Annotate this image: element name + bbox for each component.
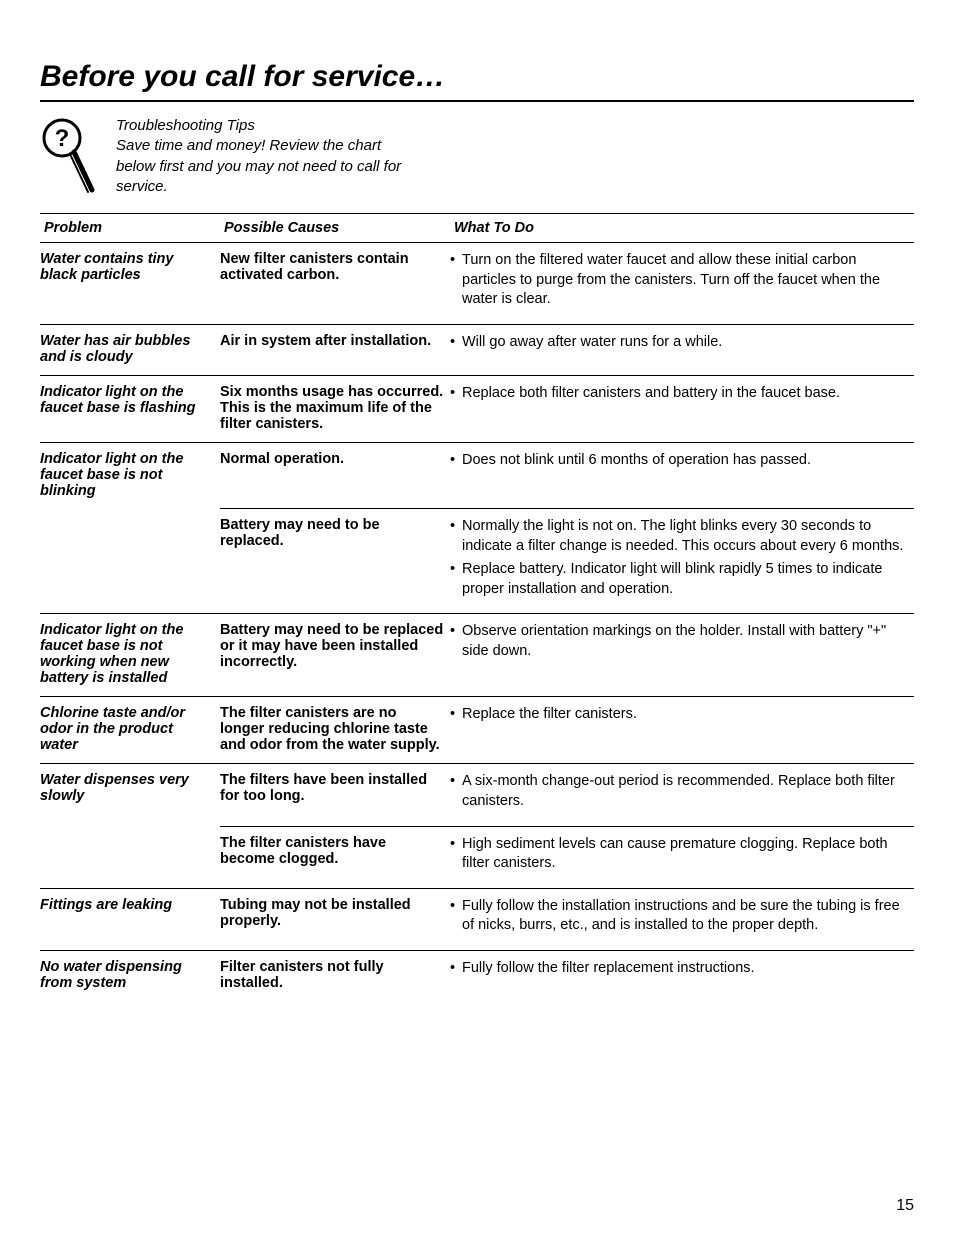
table-body: Water contains tiny black particlesNew f… [40, 243, 914, 1001]
cell-cause: Filter canisters not fully installed. [220, 950, 450, 1001]
action-list: Will go away after water runs for a whil… [450, 333, 908, 353]
svg-text:?: ? [55, 125, 70, 152]
action-item: Replace battery. Indicator light will bl… [450, 560, 908, 599]
troubleshooting-table: Problem Possible Causes What To Do Water… [40, 213, 914, 1001]
cell-cause: Battery may need to be replaced. [220, 509, 450, 614]
cell-problem [40, 509, 220, 614]
action-item: Does not blink until 6 months of operati… [450, 451, 908, 471]
action-list: Replace the filter canisters. [450, 705, 908, 725]
action-list: Fully follow the filter replacement inst… [450, 959, 908, 979]
cell-action: A six-month change-out period is recomme… [450, 764, 914, 826]
cell-action: Will go away after water runs for a whil… [450, 324, 914, 375]
table-row: Water dispenses very slowlyThe filters h… [40, 764, 914, 826]
cell-problem: Chlorine taste and/or odor in the produc… [40, 697, 220, 764]
action-list: Fully follow the installation instructio… [450, 897, 908, 936]
table-row: Indicator light on the faucet base is no… [40, 442, 914, 509]
cell-cause: Air in system after installation. [220, 324, 450, 375]
action-item: Normally the light is not on. The light … [450, 517, 908, 556]
cell-action: Turn on the filtered water faucet and al… [450, 243, 914, 325]
cell-problem: Indicator light on the faucet base is no… [40, 442, 220, 509]
cell-cause: Tubing may not be installed properly. [220, 888, 450, 950]
cell-problem: No water dispensing from system [40, 950, 220, 1001]
cell-problem: Water contains tiny black particles [40, 243, 220, 325]
action-item: Fully follow the installation instructio… [450, 897, 908, 936]
action-item: High sediment levels can cause premature… [450, 835, 908, 874]
cell-problem: Fittings are leaking [40, 888, 220, 950]
action-item: Turn on the filtered water faucet and al… [450, 251, 908, 310]
table-row: Water contains tiny black particlesNew f… [40, 243, 914, 325]
col-header-problem: Problem [40, 214, 220, 243]
intro-text: Troubleshooting Tips Save time and money… [116, 116, 416, 197]
intro-block: ? Troubleshooting Tips Save time and mon… [40, 116, 914, 197]
cell-action: Observe orientation markings on the hold… [450, 614, 914, 697]
col-header-cause: Possible Causes [220, 214, 450, 243]
cell-action: Replace the filter canisters. [450, 697, 914, 764]
cell-cause: The filter canisters have become clogged… [220, 826, 450, 888]
cell-cause: New filter canisters contain activated c… [220, 243, 450, 325]
action-list: Observe orientation markings on the hold… [450, 622, 908, 661]
table-row: Indicator light on the faucet base is fl… [40, 375, 914, 442]
cell-problem: Water dispenses very slowly [40, 764, 220, 826]
table-row: Water has air bubbles and is cloudyAir i… [40, 324, 914, 375]
action-list: Normally the light is not on. The light … [450, 517, 908, 599]
table-row: Indicator light on the faucet base is no… [40, 614, 914, 697]
cell-cause: The filters have been installed for too … [220, 764, 450, 826]
action-item: Observe orientation markings on the hold… [450, 622, 908, 661]
page-title: Before you call for service… [40, 60, 914, 102]
action-list: Does not blink until 6 months of operati… [450, 451, 908, 471]
cell-cause: Six months usage has occurred. This is t… [220, 375, 450, 442]
cell-action: Does not blink until 6 months of operati… [450, 442, 914, 509]
cell-action: Replace both filter canisters and batter… [450, 375, 914, 442]
intro-heading: Troubleshooting Tips [116, 116, 416, 136]
cell-cause: The filter canisters are no longer reduc… [220, 697, 450, 764]
table-row: No water dispensing from systemFilter ca… [40, 950, 914, 1001]
cell-problem: Water has air bubbles and is cloudy [40, 324, 220, 375]
magnifier-question-icon: ? [40, 116, 96, 196]
action-item: Replace both filter canisters and batter… [450, 384, 908, 404]
cell-cause: Battery may need to be replaced or it ma… [220, 614, 450, 697]
table-row: The filter canisters have become clogged… [40, 826, 914, 888]
action-list: High sediment levels can cause premature… [450, 835, 908, 874]
cell-action: Normally the light is not on. The light … [450, 509, 914, 614]
cell-action: Fully follow the filter replacement inst… [450, 950, 914, 1001]
table-row: Chlorine taste and/or odor in the produc… [40, 697, 914, 764]
table-row: Fittings are leakingTubing may not be in… [40, 888, 914, 950]
action-list: A six-month change-out period is recomme… [450, 772, 908, 811]
cell-cause: Normal operation. [220, 442, 450, 509]
action-item: Replace the filter canisters. [450, 705, 908, 725]
cell-action: Fully follow the installation instructio… [450, 888, 914, 950]
table-row: Battery may need to be replaced.Normally… [40, 509, 914, 614]
action-list: Replace both filter canisters and batter… [450, 384, 908, 404]
col-header-action: What To Do [450, 214, 914, 243]
intro-body: Save time and money! Review the chart be… [116, 137, 401, 195]
cell-action: High sediment levels can cause premature… [450, 826, 914, 888]
page-number: 15 [896, 1197, 914, 1215]
cell-problem: Indicator light on the faucet base is fl… [40, 375, 220, 442]
action-item: A six-month change-out period is recomme… [450, 772, 908, 811]
action-item: Will go away after water runs for a whil… [450, 333, 908, 353]
cell-problem: Indicator light on the faucet base is no… [40, 614, 220, 697]
action-list: Turn on the filtered water faucet and al… [450, 251, 908, 310]
action-item: Fully follow the filter replacement inst… [450, 959, 908, 979]
cell-problem [40, 826, 220, 888]
